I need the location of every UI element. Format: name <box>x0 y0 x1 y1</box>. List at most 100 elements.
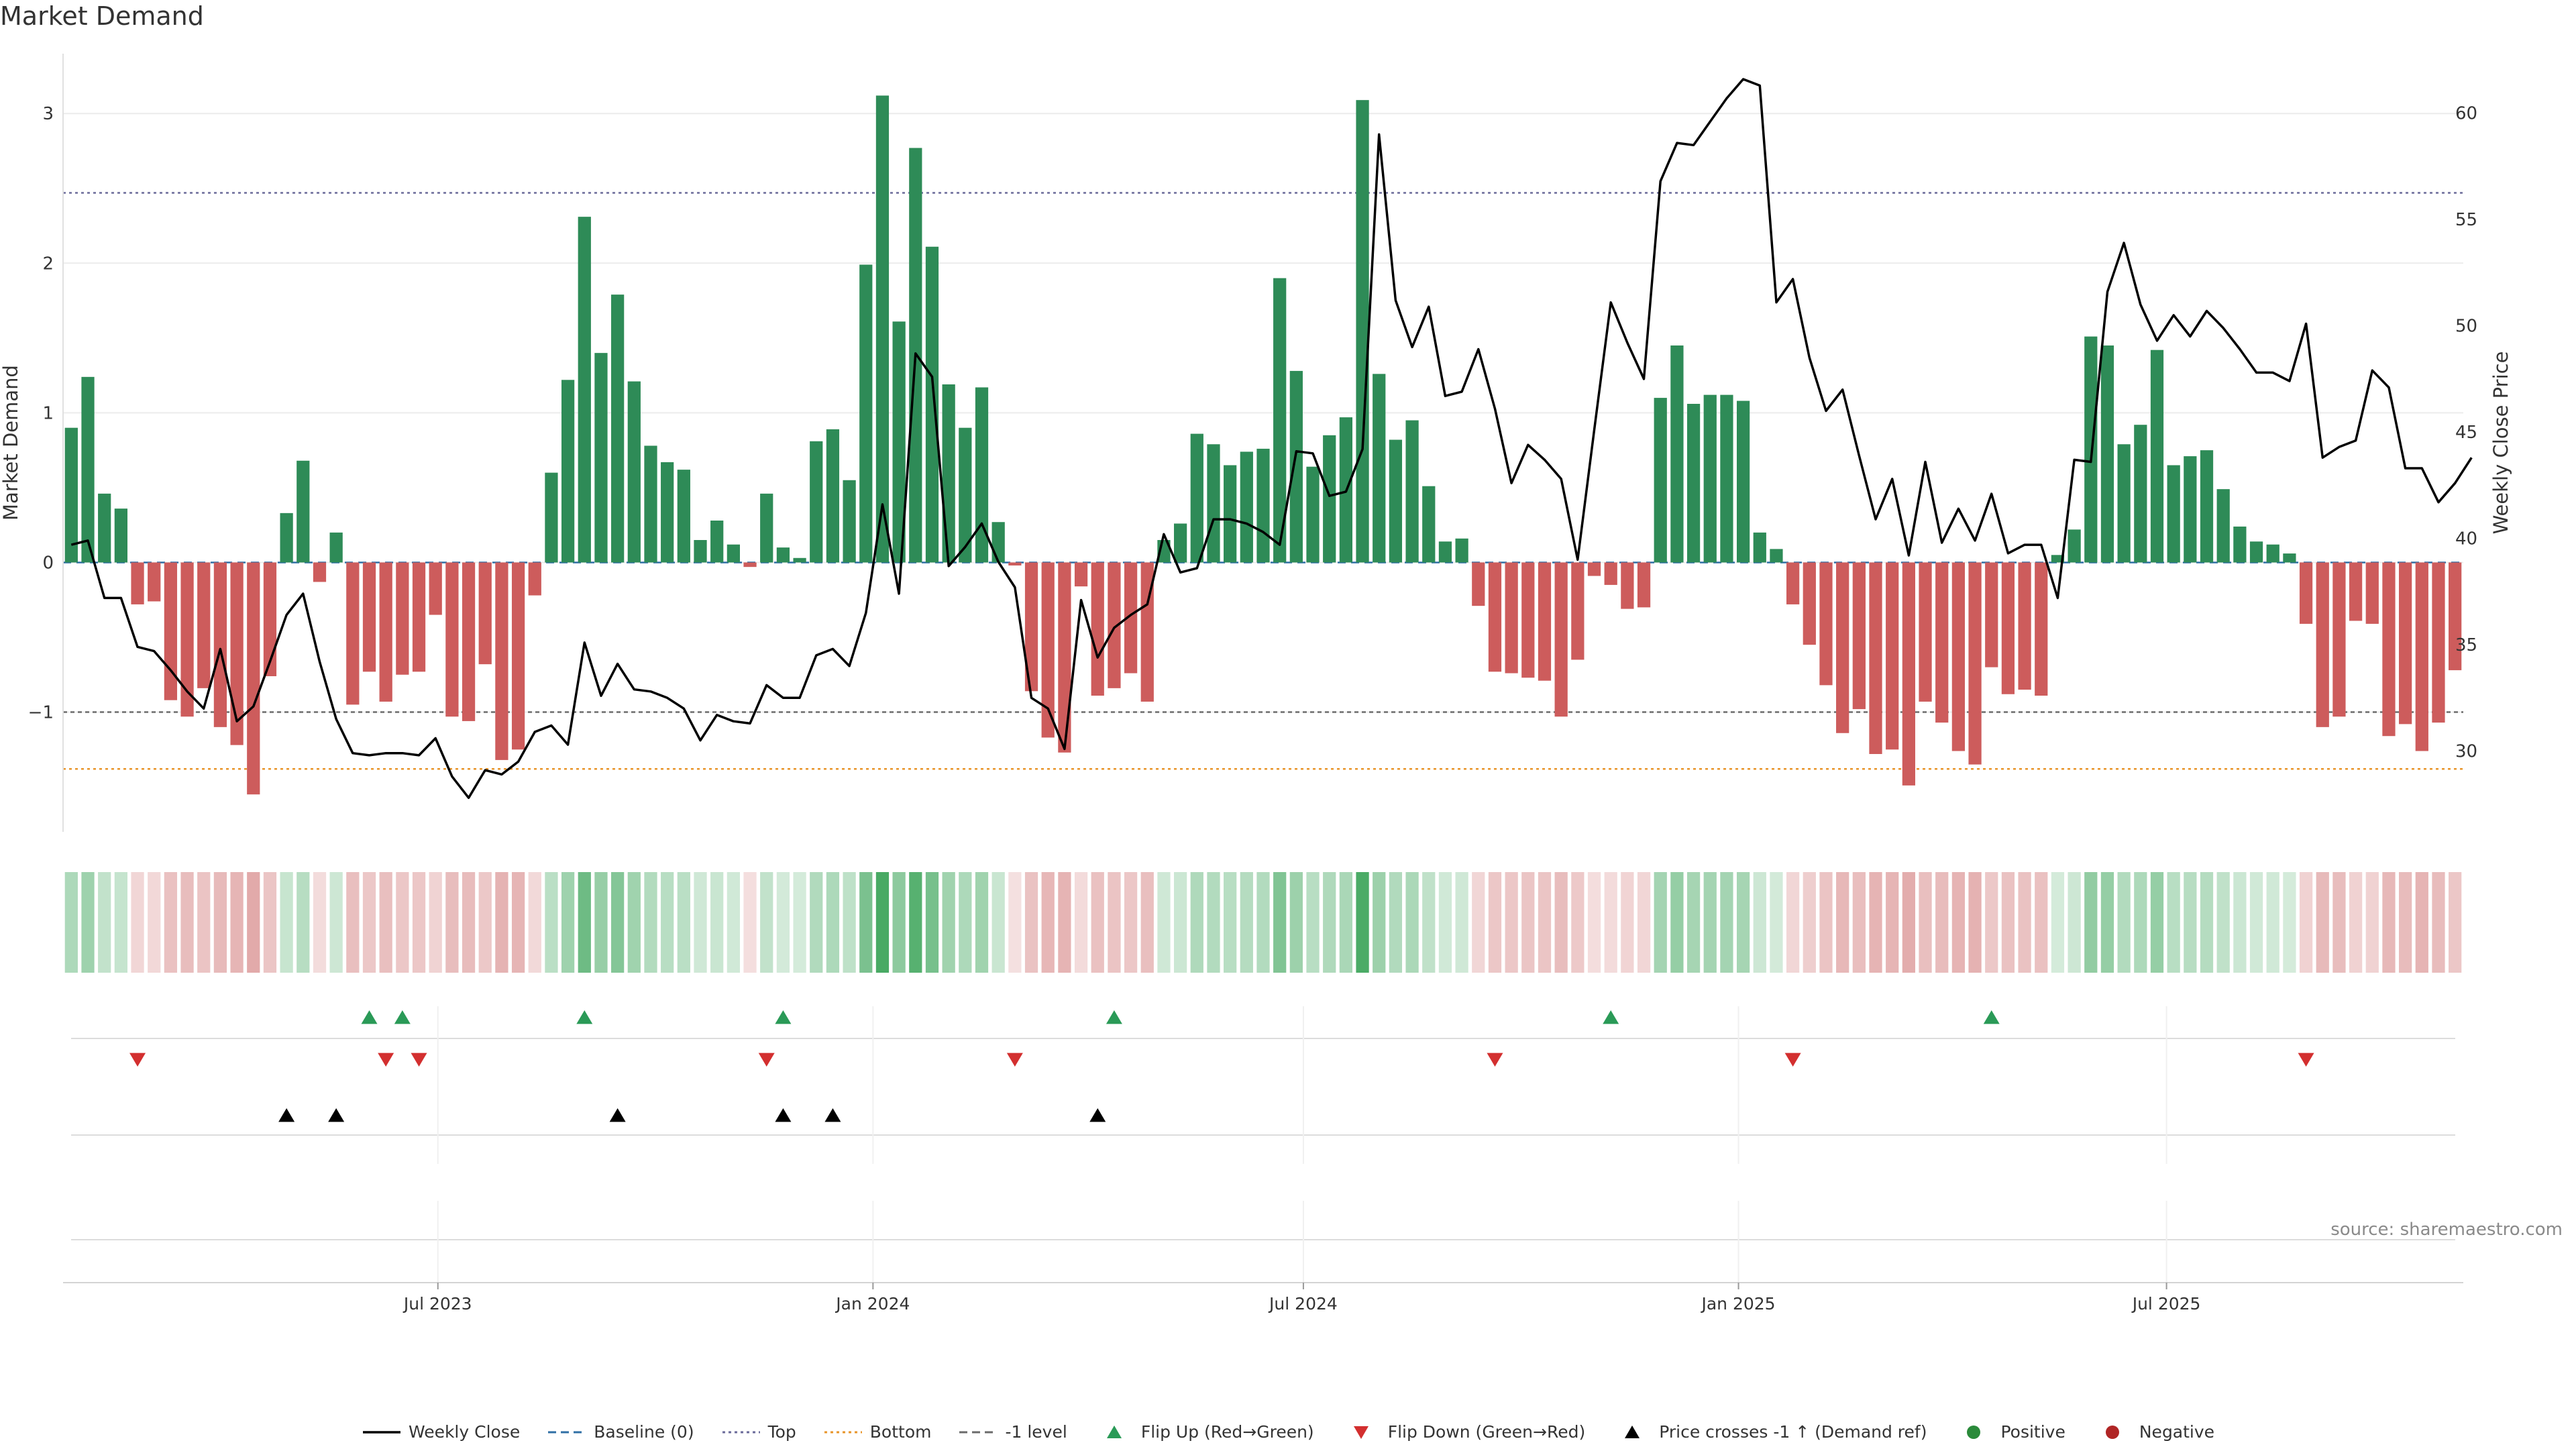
heat-cell <box>611 872 625 973</box>
demand-bar <box>2084 336 2098 563</box>
demand-bar <box>1770 549 1783 563</box>
y-tick-label: 1 <box>42 403 54 423</box>
demand-bar <box>661 462 674 563</box>
heat-cell <box>1024 872 1038 973</box>
heat-cell <box>2167 872 2180 973</box>
heat-cell <box>594 872 608 973</box>
demand-bar <box>727 544 740 563</box>
heat-cell <box>2332 872 2346 973</box>
heat-cell <box>1140 872 1154 973</box>
heat-cell <box>1041 872 1055 973</box>
demand-bar <box>2316 562 2329 727</box>
legend-label: Weekly Close <box>408 1422 521 1442</box>
weekly-close-line <box>70 78 2473 800</box>
demand-bar <box>1190 433 1203 563</box>
demand-bar <box>859 264 873 563</box>
heat-cell <box>710 872 724 973</box>
heat-cell <box>1422 872 1436 973</box>
heat-cell <box>991 872 1005 973</box>
legend-swatch <box>548 1431 586 1433</box>
y2-tick-label: 60 <box>2455 104 2477 124</box>
heat-cell <box>1554 872 1568 973</box>
legend-item: Flip Down (Green→Red) <box>1341 1422 1585 1442</box>
demand-bar <box>445 562 459 717</box>
heat-cell <box>1273 872 1287 973</box>
demand-bar <box>2365 562 2379 624</box>
heat-cell <box>180 872 194 973</box>
demand-bar <box>164 562 178 700</box>
demand-bar <box>131 562 144 604</box>
demand-bar <box>1041 562 1055 738</box>
heat-cell <box>760 872 773 973</box>
source-note: source: sharemaestro.com <box>2330 1220 2563 1240</box>
demand-bar <box>247 562 260 795</box>
heat-cell <box>2365 872 2379 973</box>
demand-bar <box>975 387 989 563</box>
heat-cell <box>1919 872 1932 973</box>
heat-cell <box>1373 872 1386 973</box>
demand-bar <box>710 521 724 563</box>
legend-item: Negative <box>2092 1422 2214 1442</box>
demand-bar <box>1224 465 1237 563</box>
heat-cell <box>1836 872 1849 973</box>
heat-cell <box>925 872 939 973</box>
demand-bar <box>1207 444 1220 563</box>
heat-cell <box>1736 872 1750 973</box>
heat-cell <box>2100 872 2114 973</box>
price-line-group <box>70 78 2473 800</box>
legend-swatch <box>362 1430 400 1434</box>
heat-cell <box>2382 872 2396 973</box>
legend-label: Negative <box>2139 1422 2215 1442</box>
demand-bar <box>180 562 194 717</box>
demand-bar <box>1438 541 1452 563</box>
demand-bar <box>362 562 376 672</box>
demand-bar <box>810 441 823 563</box>
heat-cell <box>2266 872 2279 973</box>
heat-cell <box>164 872 178 973</box>
legend-swatch <box>2105 1425 2119 1439</box>
heat-cell <box>1886 872 1899 973</box>
demand-bar <box>1405 420 1419 563</box>
heat-cell <box>1108 872 1121 973</box>
demand-bar <box>2001 562 2015 694</box>
price-cross-marker <box>328 1108 345 1122</box>
demand-bar <box>230 562 244 745</box>
legend-swatch-marker <box>2105 1425 2119 1439</box>
demand-bar <box>1289 370 1303 563</box>
heat-cell <box>2449 872 2462 973</box>
legend-swatch <box>959 1431 998 1433</box>
demand-bar <box>1306 466 1320 563</box>
demand-bar <box>2167 465 2180 563</box>
flip-up-marker <box>1983 1010 2000 1024</box>
heat-cell <box>230 872 244 973</box>
heat-cell <box>561 872 575 973</box>
heat-cell <box>2134 872 2147 973</box>
demand-bar <box>1869 562 1882 754</box>
demand-bar <box>1886 562 1899 750</box>
legend-item: Price crosses -1 ↑ (Demand ref) <box>1612 1422 1927 1442</box>
legend-label: Baseline (0) <box>594 1422 694 1442</box>
heat-cell <box>1753 872 1766 973</box>
heat-cell <box>1091 872 1104 973</box>
heat-cell <box>2150 872 2164 973</box>
heat-cell <box>1240 872 1253 973</box>
legend-item: Flip Up (Red→Green) <box>1094 1422 1314 1442</box>
demand-bar <box>793 557 806 563</box>
demand-bar <box>1951 562 1966 751</box>
heat-cell <box>1703 872 1717 973</box>
heat-cell <box>1505 872 1518 973</box>
heat-cell <box>1323 872 1336 973</box>
flip-up-marker <box>361 1010 378 1024</box>
demand-bar <box>1686 404 1701 563</box>
legend-item: Weekly Close <box>362 1422 520 1442</box>
demand-bar <box>1720 394 1733 563</box>
heat-cell <box>412 872 426 973</box>
heat-cell <box>2035 872 2048 973</box>
event-markers <box>71 1006 2455 1283</box>
heat-cell <box>478 872 492 973</box>
heat-cell <box>98 872 111 973</box>
demand-bar <box>64 427 78 563</box>
heat-cell <box>727 872 740 973</box>
demand-bar <box>1670 345 1684 563</box>
